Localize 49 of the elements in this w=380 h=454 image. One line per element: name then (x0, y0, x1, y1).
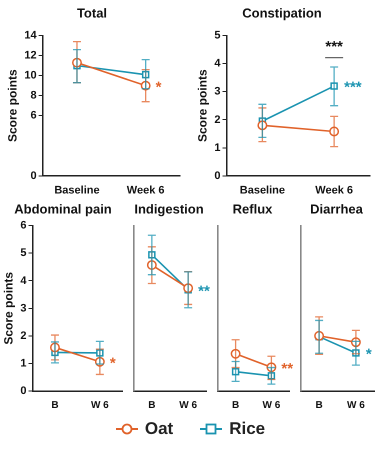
x-tick-label: W 6 (347, 400, 366, 411)
chart-title: Total (76, 5, 108, 20)
x-tick-label: B (232, 400, 240, 411)
annotation: ** (281, 360, 294, 378)
annotation: *** (344, 79, 362, 96)
y-axis-title: Score points (6, 69, 20, 142)
y-tick-label: 5 (214, 30, 221, 42)
annotation: ** (198, 282, 210, 300)
x-tick-label: B (148, 400, 156, 411)
y-tick-label: 4 (214, 58, 222, 70)
x-tick-label: Week 6 (126, 184, 165, 196)
y-tick-label: 2 (20, 330, 27, 342)
x-tick-label: B (51, 400, 59, 411)
x-tick-label: Baseline (54, 184, 100, 196)
y-tick-label: 4 (20, 274, 28, 287)
y-tick-label: 10 (24, 70, 37, 82)
chart-title: Abdominal pain (14, 201, 112, 216)
y-tick-label: 0 (214, 170, 221, 182)
annotation: *** (325, 38, 344, 56)
x-tick-label: Baseline (240, 184, 286, 196)
y-tick-label: 2 (214, 114, 221, 126)
chart-title: Constipation (242, 5, 322, 20)
x-tick-label: Week 6 (315, 184, 353, 196)
x-tick-label: W 6 (90, 400, 110, 411)
y-tick-label: 8 (30, 90, 37, 102)
x-tick-label: B (315, 400, 323, 411)
y-tick-label: 6 (20, 220, 27, 232)
y-tick-label: 3 (20, 302, 27, 314)
y-tick-label: 0 (20, 385, 27, 398)
y-tick-label: 6 (30, 110, 37, 122)
y-tick-label: 12 (24, 50, 37, 62)
y-axis-title: Score points (2, 272, 16, 345)
annotation: * (156, 78, 162, 96)
legend-label: Rice (229, 419, 266, 439)
legend-label: Oat (144, 419, 174, 439)
x-tick-label: W 6 (179, 400, 198, 411)
y-tick-label: 1 (214, 142, 221, 154)
y-tick-label: 14 (24, 30, 38, 42)
y-axis-title: Score points (196, 69, 210, 142)
y-tick-label: 3 (214, 86, 221, 98)
chart-title: Diarrhea (310, 201, 364, 216)
y-tick-label: 5 (20, 247, 27, 260)
chart-title: Reflux (232, 201, 274, 216)
y-tick-label: 0 (30, 170, 37, 182)
y-tick-label: 1 (20, 357, 27, 370)
x-tick-label: W 6 (262, 400, 281, 411)
chart-title: Indigestion (134, 201, 204, 216)
annotation: * (110, 354, 116, 372)
annotation: * (366, 346, 372, 364)
